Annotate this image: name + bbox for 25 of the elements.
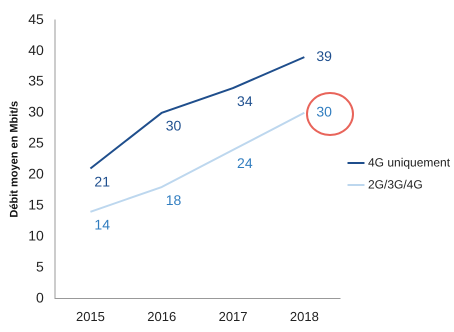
y-tick-label: 25	[28, 134, 44, 151]
data-label: 14	[94, 216, 110, 233]
y-tick-label: 30	[28, 104, 44, 120]
y-tick-label: 45	[28, 10, 44, 27]
legend-label: 2G/3G/4G	[368, 177, 423, 192]
data-label: 24	[237, 154, 253, 171]
y-axis-title: Débit moyen en Mbit/s	[8, 100, 21, 218]
y-tick-label: 10	[28, 227, 44, 244]
y-tick-label: 5	[36, 258, 44, 274]
x-tick-label: 2018	[290, 308, 319, 324]
data-label: 39	[316, 48, 332, 64]
data-label: 30	[316, 104, 332, 120]
data-label: 34	[237, 92, 253, 109]
y-tick-label: 0	[36, 289, 44, 306]
legend-label: 4G uniquement	[368, 155, 451, 170]
x-tick-label: 2016	[147, 308, 176, 324]
x-tick-label: 2017	[218, 308, 248, 324]
y-tick-label: 35	[28, 72, 44, 89]
data-label: 18	[166, 192, 182, 208]
y-tick-label: 20	[28, 166, 44, 182]
y-tick-label: 15	[28, 196, 44, 212]
data-label: 30	[166, 118, 182, 134]
x-tick-label: 2015	[76, 308, 105, 324]
y-tick-label: 40	[28, 42, 44, 58]
data-label: 21	[94, 173, 110, 190]
